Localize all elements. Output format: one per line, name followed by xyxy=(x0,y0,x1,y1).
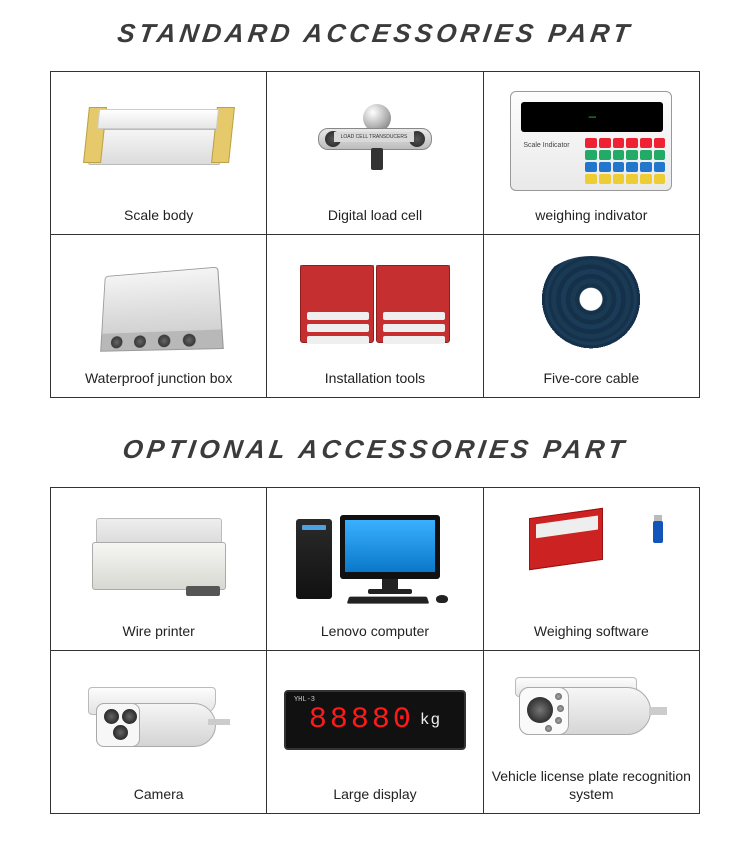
cell-printer: Wire printer xyxy=(51,488,267,651)
cell-computer: Lenovo computer xyxy=(267,488,483,651)
cell-software: Weighing software xyxy=(484,488,700,651)
grid-optional: Wire printer Lenovo computer Weighing so… xyxy=(50,487,700,814)
caption: Lenovo computer xyxy=(321,619,429,641)
cell-lpr: Vehicle license plate recognition system xyxy=(484,651,700,814)
caption: Digital load cell xyxy=(328,203,422,225)
large-display-icon: YHL-3 88880 kg xyxy=(273,659,476,782)
printer-icon xyxy=(57,496,260,619)
cell-scale-body: Scale body xyxy=(51,72,267,235)
caption: Five-core cable xyxy=(543,366,639,388)
caption: Large display xyxy=(333,782,416,804)
cell-junction-box: Waterproof junction box xyxy=(51,235,267,398)
scale-body-icon xyxy=(57,80,260,203)
caption: weighing indivator xyxy=(535,203,647,225)
caption: Wire printer xyxy=(122,619,194,641)
caption: Scale body xyxy=(124,203,193,225)
section-title-standard: STANDARD ACCESSORIES PART xyxy=(0,0,750,71)
cable-icon xyxy=(490,243,693,366)
software-icon xyxy=(490,496,693,619)
caption: Weighing software xyxy=(534,619,649,641)
caption: Waterproof junction box xyxy=(85,366,232,388)
page: STANDARD ACCESSORIES PART Scale body LOA… xyxy=(0,0,750,814)
computer-icon xyxy=(273,496,476,619)
section-title-optional: OPTIONAL ACCESSORIES PART xyxy=(0,416,750,487)
cell-camera: Camera xyxy=(51,651,267,814)
junction-box-icon xyxy=(57,243,260,366)
caption: Vehicle license plate recognition system xyxy=(490,764,693,803)
cell-indicator: — Scale Indicator weighing indivator xyxy=(484,72,700,235)
cell-large-display: YHL-3 88880 kg Large display xyxy=(267,651,483,814)
lpr-camera-icon xyxy=(490,659,693,764)
camera-icon xyxy=(57,659,260,782)
cell-tools: Installation tools xyxy=(267,235,483,398)
tool-kit-icon xyxy=(273,243,476,366)
grid-standard: Scale body LOAD CELL TRANSDUCERS Digital… xyxy=(50,71,700,398)
load-cell-icon: LOAD CELL TRANSDUCERS xyxy=(273,80,476,203)
cell-cable: Five-core cable xyxy=(484,235,700,398)
weighing-indicator-icon: — Scale Indicator xyxy=(490,80,693,203)
cell-load-cell: LOAD CELL TRANSDUCERS Digital load cell xyxy=(267,72,483,235)
caption: Installation tools xyxy=(325,366,425,388)
caption: Camera xyxy=(134,782,184,804)
